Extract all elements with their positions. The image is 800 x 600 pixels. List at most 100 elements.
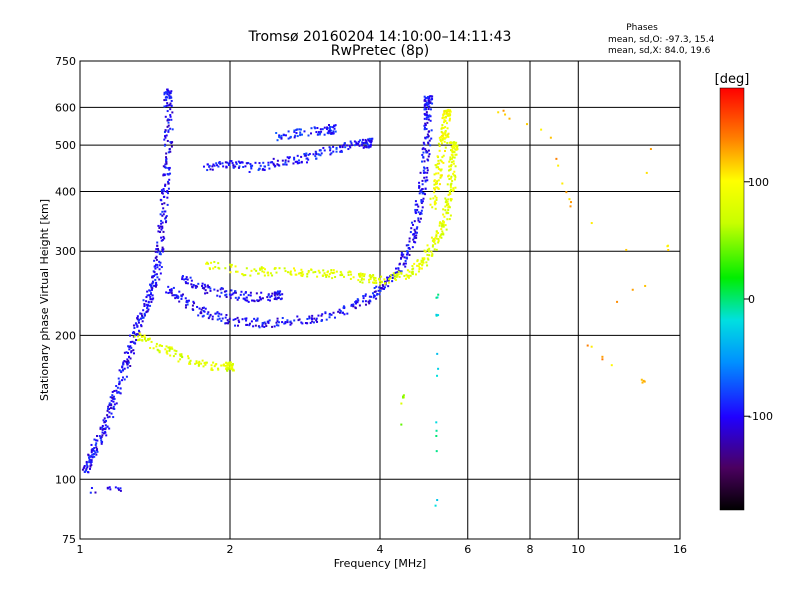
data-point xyxy=(122,361,125,364)
data-point xyxy=(411,271,414,274)
data-point xyxy=(257,325,260,328)
data-point xyxy=(293,130,296,133)
data-point xyxy=(427,118,430,121)
data-point xyxy=(147,304,150,307)
data-point xyxy=(169,141,172,144)
data-point xyxy=(131,340,134,343)
data-point xyxy=(163,105,166,108)
data-point xyxy=(451,150,454,153)
data-point xyxy=(305,152,308,155)
data-point xyxy=(111,396,114,399)
data-point xyxy=(667,249,670,252)
data-point xyxy=(104,427,107,430)
data-point xyxy=(260,266,263,269)
data-point xyxy=(106,486,109,489)
data-point xyxy=(307,158,310,161)
data-point xyxy=(436,155,439,158)
data-point xyxy=(154,267,157,270)
data-point xyxy=(231,364,234,367)
data-point xyxy=(436,182,439,185)
data-point xyxy=(425,116,428,119)
data-point xyxy=(137,329,140,332)
data-point xyxy=(122,363,125,366)
data-point xyxy=(151,287,154,290)
data-point xyxy=(286,321,289,324)
data-point xyxy=(343,142,346,145)
data-point xyxy=(381,284,384,287)
data-point xyxy=(330,152,333,155)
data-point xyxy=(226,319,229,322)
data-point xyxy=(168,166,171,169)
data-point xyxy=(442,233,445,236)
data-point xyxy=(260,267,263,270)
data-point xyxy=(434,207,437,210)
data-point xyxy=(295,273,298,276)
data-point xyxy=(298,128,301,131)
x-tick-label: 1 xyxy=(77,543,84,556)
data-point xyxy=(307,271,310,274)
data-point xyxy=(444,197,447,200)
data-point xyxy=(171,141,174,144)
data-point xyxy=(426,166,429,169)
data-point xyxy=(107,407,110,410)
data-point xyxy=(332,132,335,135)
data-point xyxy=(159,231,162,234)
data-point xyxy=(435,172,438,175)
data-point xyxy=(590,345,593,348)
data-point xyxy=(225,290,228,293)
data-point xyxy=(423,171,426,174)
data-point xyxy=(88,458,91,461)
data-point xyxy=(159,344,162,347)
data-point xyxy=(225,293,228,296)
data-point xyxy=(258,299,261,302)
data-point xyxy=(419,217,422,220)
data-point xyxy=(601,358,604,361)
data-point xyxy=(237,160,240,163)
data-point xyxy=(312,271,315,274)
data-point xyxy=(289,135,292,138)
data-point xyxy=(247,294,250,297)
data-point xyxy=(213,260,216,263)
data-point xyxy=(436,499,439,502)
data-point xyxy=(273,325,276,328)
data-point xyxy=(211,315,214,318)
data-point xyxy=(127,361,130,364)
data-point xyxy=(369,138,372,141)
data-point xyxy=(301,133,304,136)
data-point xyxy=(173,349,176,352)
data-point xyxy=(164,217,167,220)
data-point xyxy=(359,274,362,277)
data-point xyxy=(163,99,166,102)
data-point xyxy=(449,168,452,171)
data-point xyxy=(207,317,210,320)
data-point xyxy=(452,172,455,175)
data-point xyxy=(317,269,320,272)
data-point xyxy=(125,351,128,354)
data-point xyxy=(93,447,96,450)
data-point xyxy=(418,192,421,195)
data-point xyxy=(356,298,359,301)
data-point xyxy=(435,450,438,453)
data-point xyxy=(428,99,431,102)
data-point xyxy=(412,267,415,270)
data-point xyxy=(428,254,431,257)
data-point xyxy=(270,294,273,297)
data-point xyxy=(206,312,209,315)
data-point xyxy=(129,364,132,367)
data-point xyxy=(110,399,113,402)
data-point xyxy=(427,142,430,145)
data-point xyxy=(349,140,352,143)
data-point xyxy=(90,459,93,462)
data-point xyxy=(246,323,249,326)
data-point xyxy=(118,391,121,394)
data-point xyxy=(168,349,171,352)
data-point xyxy=(444,224,447,227)
data-point xyxy=(247,300,250,303)
data-point xyxy=(209,168,212,171)
data-point xyxy=(150,340,153,343)
data-point xyxy=(449,110,452,113)
colorbar-label: [deg] xyxy=(715,72,750,87)
data-point xyxy=(297,159,300,162)
data-point xyxy=(217,368,220,371)
data-point xyxy=(166,180,169,183)
